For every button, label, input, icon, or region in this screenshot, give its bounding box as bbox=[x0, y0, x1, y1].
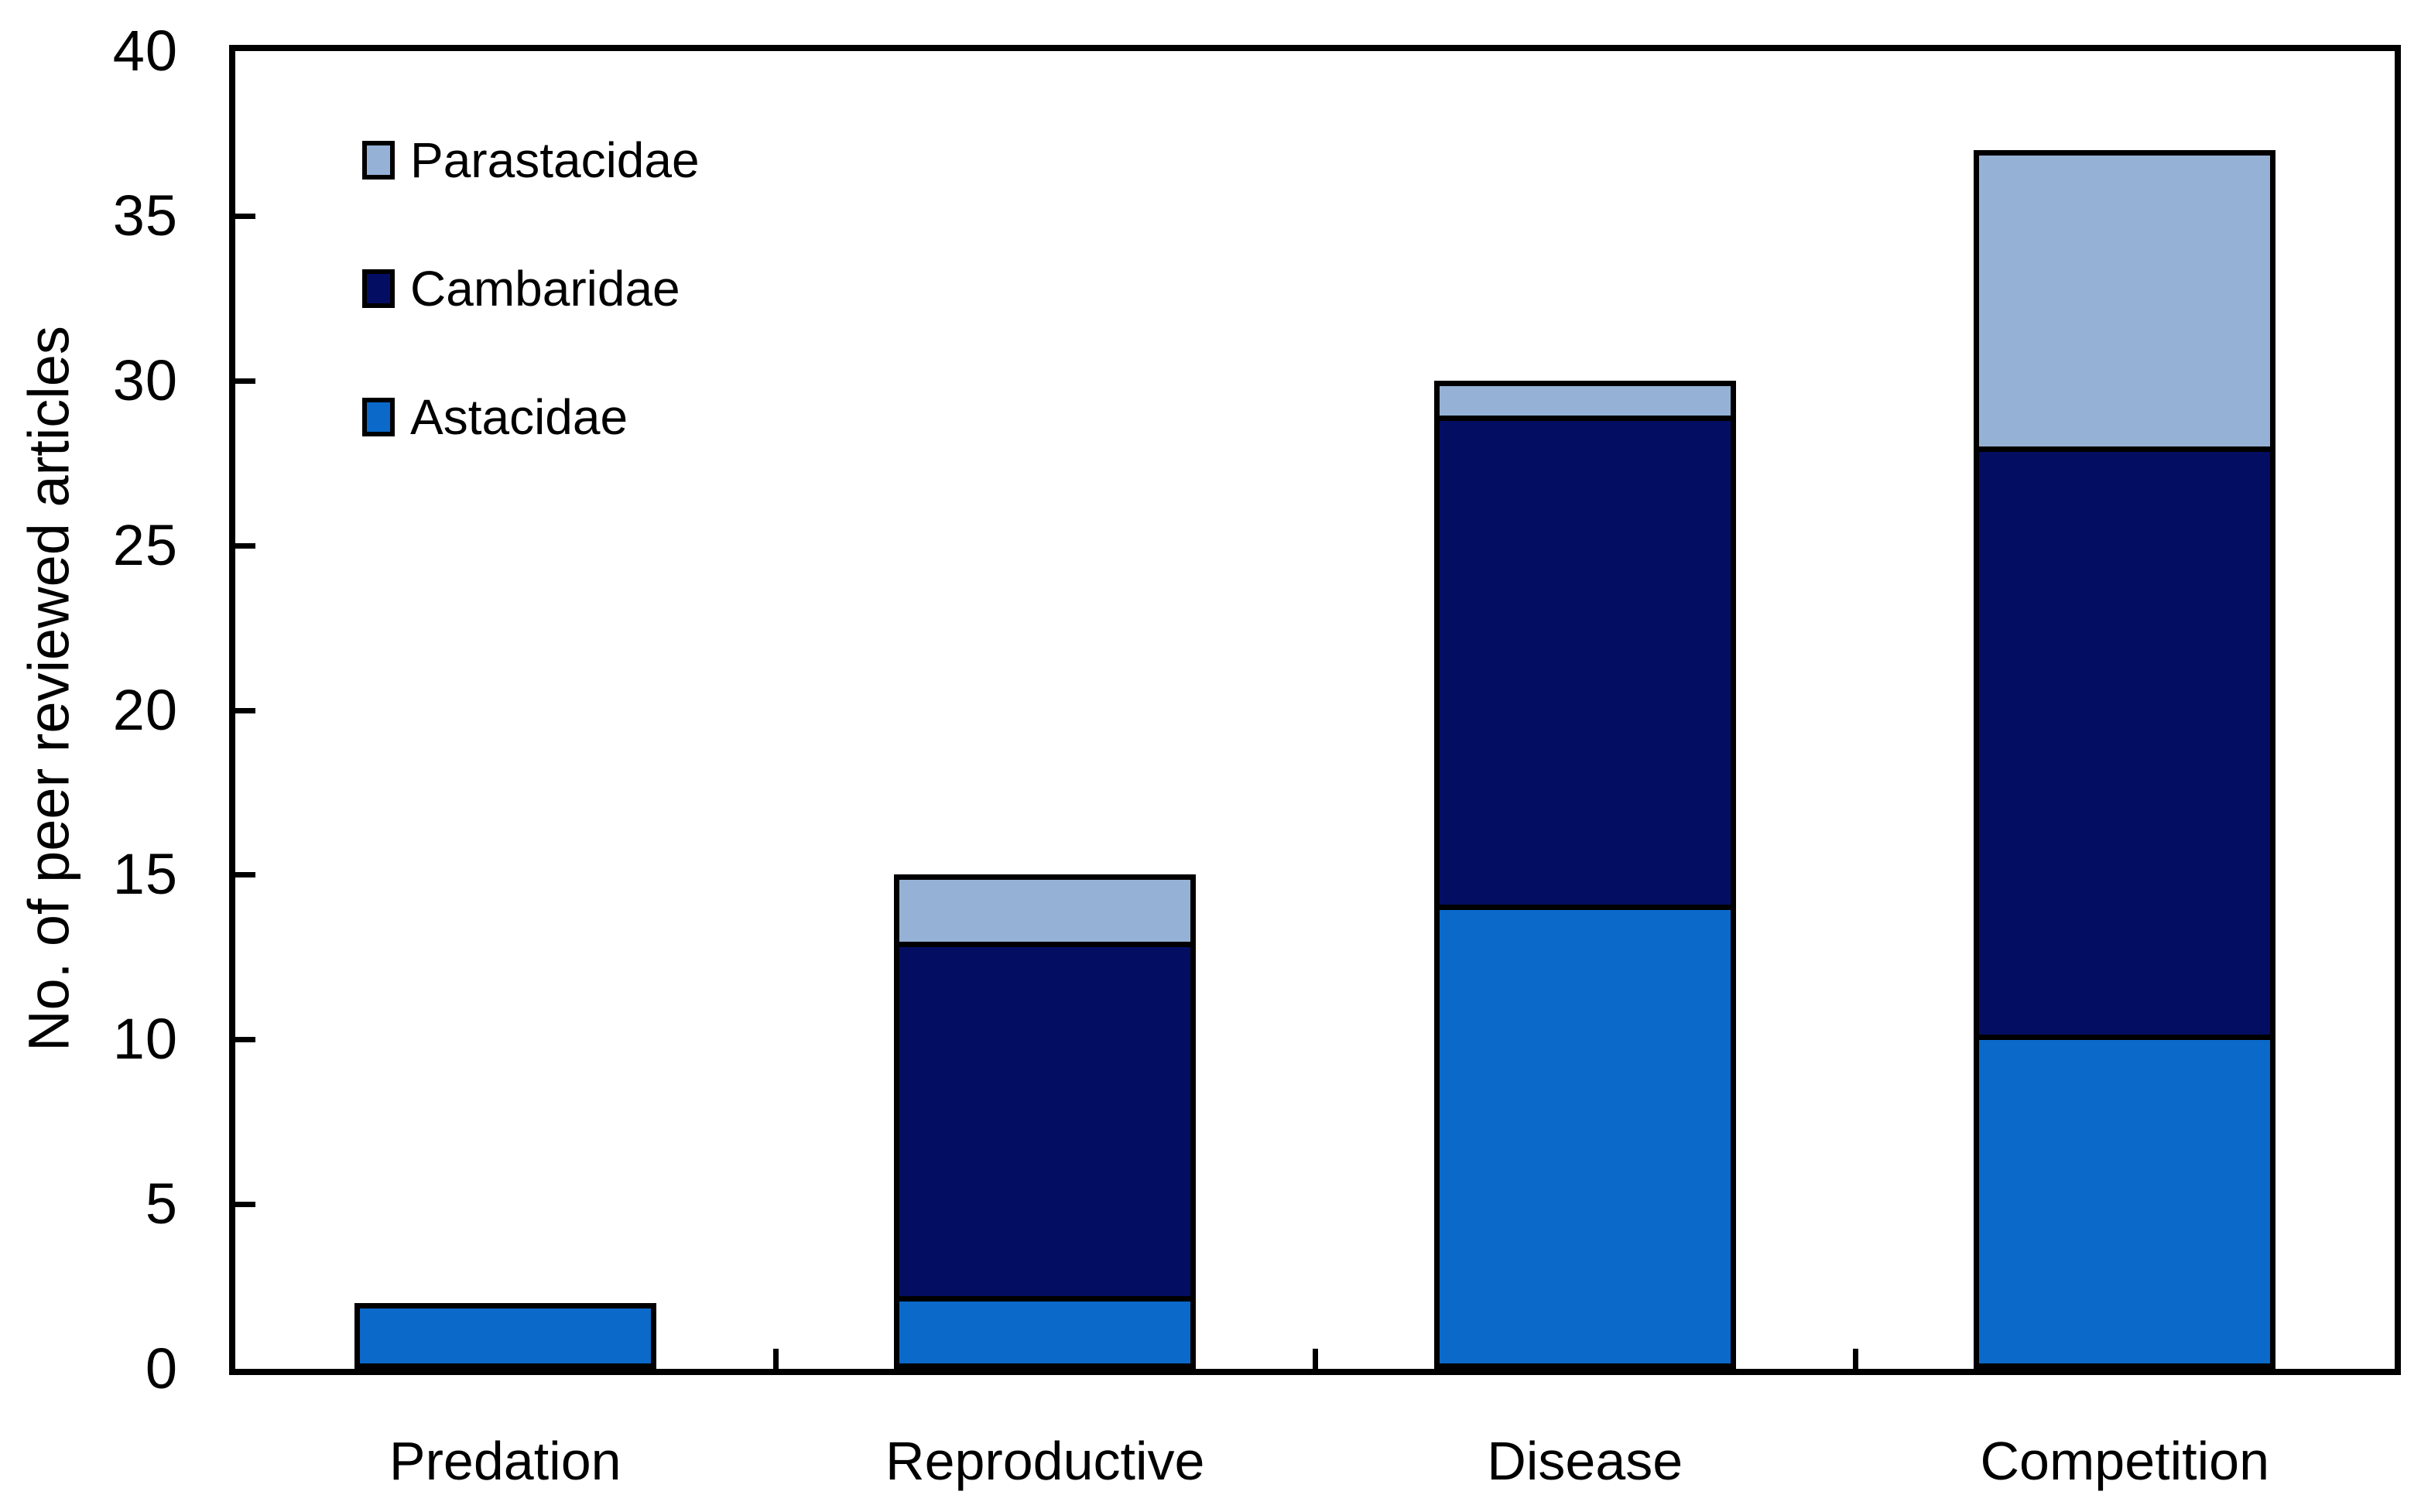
bar-predation bbox=[354, 1302, 656, 1369]
y-tick-mark bbox=[235, 872, 255, 878]
x-tick-mark bbox=[1852, 1349, 1858, 1369]
legend-label: Astacidae bbox=[410, 389, 628, 445]
bar-segment-cambaridae bbox=[1439, 418, 1731, 908]
y-tick-label: 30 bbox=[112, 347, 178, 412]
legend-item-cambaridae: Cambaridae bbox=[362, 260, 680, 317]
y-tick-mark bbox=[235, 1037, 255, 1043]
bar-segment-divider bbox=[899, 942, 1191, 948]
y-tick-label: 40 bbox=[112, 19, 178, 83]
bar-segment-parastacidae bbox=[1979, 155, 2271, 450]
bar-segment-cambaridae bbox=[1979, 449, 2271, 1038]
bar-segment-divider bbox=[1979, 446, 2271, 452]
bar-segment-divider bbox=[1439, 416, 1731, 422]
x-tick-mark bbox=[1313, 1349, 1318, 1369]
legend-item-astacidae: Astacidae bbox=[362, 388, 628, 446]
y-tick-mark bbox=[235, 542, 255, 549]
bar-segment-astacidae bbox=[899, 1298, 1191, 1363]
y-tick-label: 25 bbox=[112, 512, 178, 577]
y-tick-label: 5 bbox=[145, 1172, 178, 1237]
bar-reproductive bbox=[894, 874, 1197, 1369]
bar-segment-astacidae bbox=[359, 1308, 651, 1363]
y-tick-label: 20 bbox=[112, 677, 178, 742]
y-tick-mark bbox=[235, 213, 255, 219]
x-category-label: Competition bbox=[1980, 1431, 2269, 1491]
x-category-label: Reproductive bbox=[885, 1431, 1205, 1491]
y-tick-mark bbox=[235, 1202, 255, 1208]
y-tick-label: 10 bbox=[112, 1007, 178, 1072]
legend-item-parastacidae: Parastacidae bbox=[362, 132, 700, 189]
x-category-label: Disease bbox=[1487, 1431, 1683, 1491]
bar-segment-divider bbox=[1979, 1034, 2271, 1040]
y-tick-mark bbox=[235, 378, 255, 384]
bar-segment-parastacidae bbox=[1439, 385, 1731, 419]
y-tick-mark bbox=[235, 707, 255, 713]
bar-disease bbox=[1433, 380, 1736, 1369]
bar-competition bbox=[1974, 149, 2276, 1369]
bar-segment-astacidae bbox=[1439, 907, 1731, 1363]
bar-segment-parastacidae bbox=[899, 880, 1191, 945]
bar-segment-divider bbox=[1439, 904, 1731, 910]
bar-segment-cambaridae bbox=[899, 944, 1191, 1299]
legend-label: Parastacidae bbox=[410, 132, 700, 188]
legend-swatch-parastacidae-icon bbox=[362, 141, 395, 180]
y-tick-label: 0 bbox=[145, 1336, 178, 1401]
x-category-label: Predation bbox=[389, 1431, 622, 1491]
bar-segment-divider bbox=[899, 1296, 1191, 1302]
legend-swatch-cambaridae-icon bbox=[362, 269, 395, 308]
x-tick-mark bbox=[772, 1349, 779, 1369]
y-tick-label: 35 bbox=[112, 183, 178, 248]
legend-label: Cambaridae bbox=[410, 261, 680, 316]
bar-segment-astacidae bbox=[1979, 1037, 2271, 1363]
y-tick-label: 15 bbox=[112, 842, 178, 907]
legend-swatch-astacidae-icon bbox=[362, 398, 395, 436]
